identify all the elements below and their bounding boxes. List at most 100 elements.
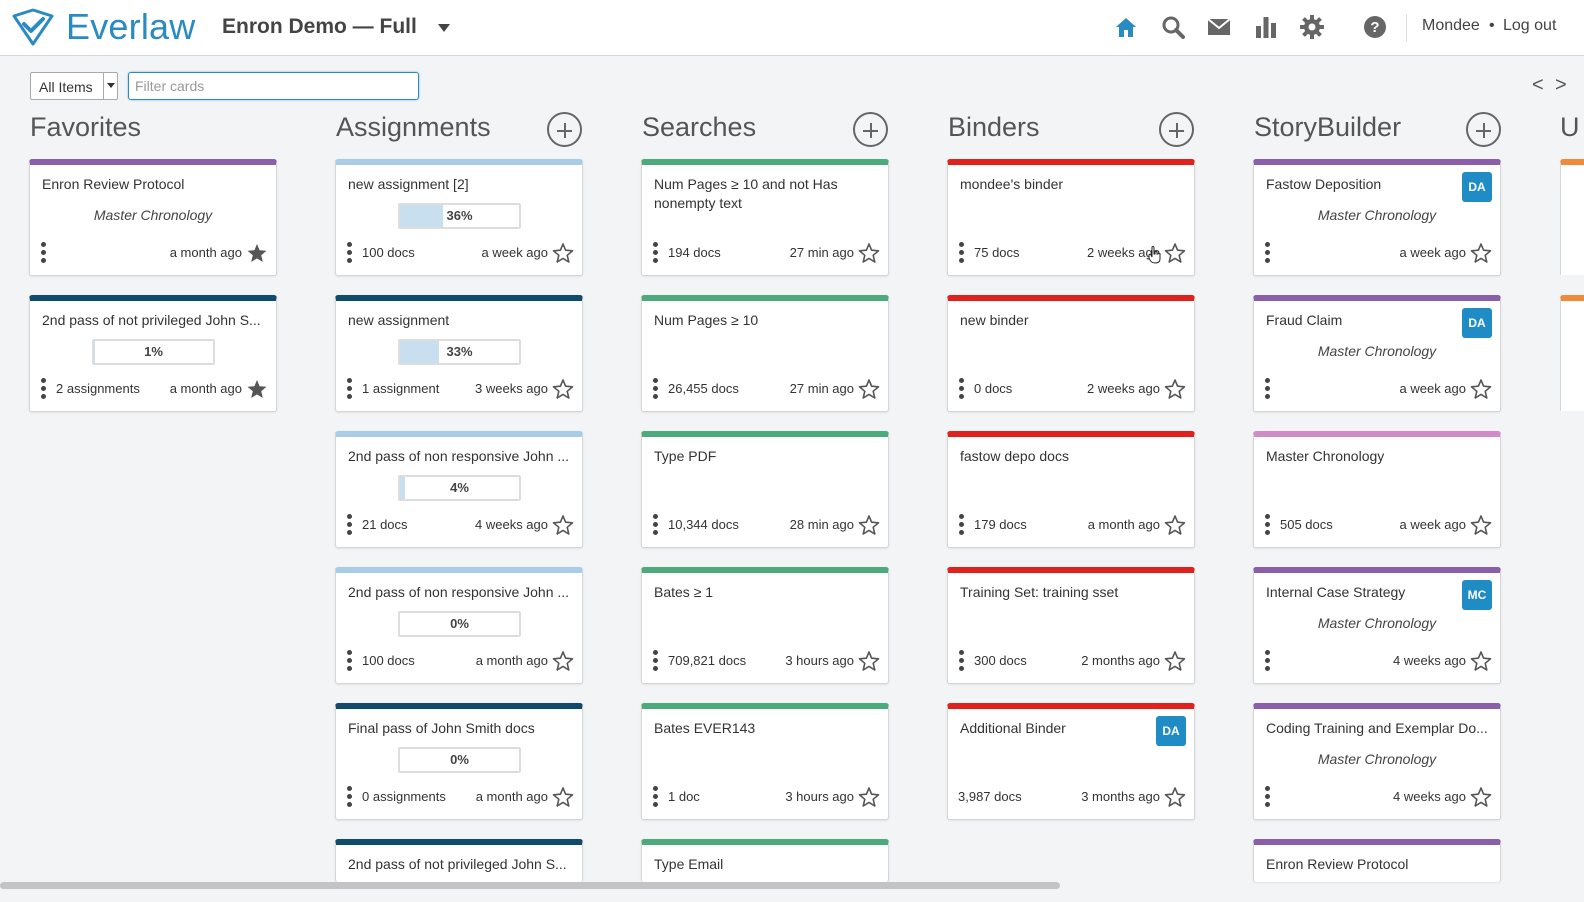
star-filled-icon[interactable] (246, 378, 268, 400)
star-icon[interactable] (858, 378, 880, 400)
card-title[interactable]: Additional Binder (960, 720, 1066, 736)
star-icon[interactable] (552, 514, 574, 536)
card[interactable]: Type Email (641, 839, 889, 882)
more-options-icon[interactable] (653, 514, 659, 536)
card-title[interactable]: mondee's binder (960, 176, 1064, 192)
star-filled-icon[interactable] (246, 242, 268, 264)
star-icon[interactable] (858, 242, 880, 264)
card[interactable]: 2nd pass of non responsive John ... 4% 21 … (335, 431, 583, 548)
more-options-icon[interactable] (653, 242, 659, 264)
card[interactable]: Enron Review Protocol Master Chronology a … (29, 159, 277, 276)
card[interactable]: Coding Training and Exemplar Do... Master… (1253, 703, 1501, 820)
card-title[interactable]: Coding Training and Exemplar Do... (1266, 720, 1488, 736)
add-binder-button[interactable] (1159, 112, 1194, 147)
card[interactable]: Final pass of John Smith docs 0% 0 assignm… (335, 703, 583, 820)
more-options-icon[interactable] (347, 242, 353, 264)
add-search-button[interactable] (853, 112, 888, 147)
card[interactable]: 2nd pass of not privileged John S... 1% 2 … (29, 295, 277, 412)
card[interactable]: 2nd pass of not privileged John S... (335, 839, 583, 882)
card-title[interactable]: Fraud Claim (1266, 312, 1343, 328)
card[interactable]: Master Chronology 505 docs a week ago (1253, 431, 1501, 548)
star-icon[interactable] (858, 514, 880, 536)
star-icon[interactable] (552, 650, 574, 672)
project-title[interactable]: Enron Demo — Full (222, 15, 417, 38)
home-icon[interactable] (1113, 14, 1139, 40)
card[interactable]: mondee's binder 75 docs 2 weeks ago (947, 159, 1195, 276)
scroll-right-arrow-icon[interactable]: > (1555, 74, 1567, 96)
mail-icon[interactable] (1206, 14, 1232, 40)
scope-select[interactable]: All Items (30, 72, 118, 100)
card[interactable]: Additional Binder DA 3,987 docs 3 months ag… (947, 703, 1195, 820)
more-options-icon[interactable] (347, 650, 353, 672)
card[interactable]: 2nd pass of non responsive John ... 0% 100… (335, 567, 583, 684)
star-icon[interactable] (1164, 378, 1186, 400)
card[interactable]: Fraud Claim DA Master Chronology a week ago (1253, 295, 1501, 412)
more-options-icon[interactable] (959, 514, 965, 536)
card-title[interactable]: Training Set: training sset (960, 584, 1119, 600)
chevron-down-icon[interactable] (438, 24, 450, 32)
star-icon[interactable] (552, 242, 574, 264)
more-options-icon[interactable] (1265, 242, 1271, 264)
more-options-icon[interactable] (653, 786, 659, 808)
card-title[interactable]: 2nd pass of non responsive John ... (348, 448, 570, 464)
more-options-icon[interactable] (653, 378, 659, 400)
more-options-icon[interactable] (347, 786, 353, 808)
more-options-icon[interactable] (1265, 514, 1271, 536)
card-title[interactable]: Internal Case Strategy (1266, 584, 1406, 600)
more-options-icon[interactable] (959, 378, 965, 400)
card-title[interactable]: Num Pages ≥ 10 and not Has nonempty text (654, 176, 838, 211)
add-story-button[interactable] (1466, 112, 1501, 147)
star-icon[interactable] (858, 786, 880, 808)
horizontal-scrollbar[interactable] (0, 882, 1060, 889)
more-options-icon[interactable] (1265, 650, 1271, 672)
star-icon[interactable] (552, 786, 574, 808)
more-options-icon[interactable] (653, 650, 659, 672)
star-icon[interactable] (1470, 514, 1492, 536)
card-title[interactable]: fastow depo docs (960, 448, 1069, 464)
card-title[interactable]: new binder (960, 312, 1029, 328)
card-title[interactable]: Fastow Deposition (1266, 176, 1382, 192)
card-title[interactable]: Num Pages ≥ 10 (654, 312, 759, 328)
star-icon[interactable] (1164, 786, 1186, 808)
more-options-icon[interactable] (347, 514, 353, 536)
help-icon[interactable]: ? (1362, 14, 1388, 40)
star-icon[interactable] (1164, 650, 1186, 672)
card[interactable]: new assignment [2] 36% 100 docs a week ago (335, 159, 583, 276)
card[interactable]: Num Pages ≥ 10 and not Has nonempty text… (641, 159, 889, 276)
filter-cards-input[interactable] (128, 72, 419, 100)
card-title[interactable]: Type Email (654, 856, 724, 872)
card[interactable]: Bates ≥ 1 709,821 docs 3 hours ago (641, 567, 889, 684)
card-title[interactable]: new assignment (348, 312, 450, 328)
star-icon[interactable] (1470, 786, 1492, 808)
card-title[interactable]: Type PDF (654, 448, 717, 464)
gear-icon[interactable] (1299, 14, 1325, 40)
card-title[interactable]: Bates ≥ 1 (654, 584, 714, 600)
card[interactable]: Bates EVER143 1 doc 3 hours ago (641, 703, 889, 820)
star-icon[interactable] (1470, 242, 1492, 264)
search-icon[interactable] (1160, 14, 1186, 40)
card[interactable]: Num Pages ≥ 10 26,455 docs 27 min ago (641, 295, 889, 412)
more-options-icon[interactable] (959, 242, 965, 264)
user-name[interactable]: Mondee (1422, 17, 1480, 34)
scroll-left-arrow-icon[interactable]: < (1532, 74, 1544, 96)
star-icon[interactable] (552, 378, 574, 400)
more-options-icon[interactable] (1265, 786, 1271, 808)
card-title[interactable]: 2nd pass of not privileged John S... (348, 856, 567, 872)
add-assignment-button[interactable] (547, 112, 582, 147)
more-options-icon[interactable] (347, 378, 353, 400)
card[interactable]: Enron Review Protocol (1253, 839, 1501, 882)
star-icon[interactable] (858, 650, 880, 672)
card-title[interactable]: 2nd pass of non responsive John ... (348, 584, 570, 600)
brand-name[interactable]: Everlaw (66, 6, 196, 47)
card[interactable]: Fastow Deposition DA Master Chronology a we… (1253, 159, 1501, 276)
card[interactable]: Training Set: training sset 300 docs 2 mon… (947, 567, 1195, 684)
everlaw-logo-icon[interactable] (10, 8, 56, 46)
more-options-icon[interactable] (41, 242, 47, 264)
more-options-icon[interactable] (41, 378, 47, 400)
card[interactable]: new binder 0 docs 2 weeks ago (947, 295, 1195, 412)
bar-chart-icon[interactable] (1253, 14, 1279, 40)
card-title[interactable]: Final pass of John Smith docs (348, 720, 535, 736)
card[interactable]: fastow depo docs 179 docs a month ago (947, 431, 1195, 548)
card[interactable]: new assignment 33% 1 assignment 3 weeks ago (335, 295, 583, 412)
logout-link[interactable]: Log out (1503, 17, 1557, 34)
